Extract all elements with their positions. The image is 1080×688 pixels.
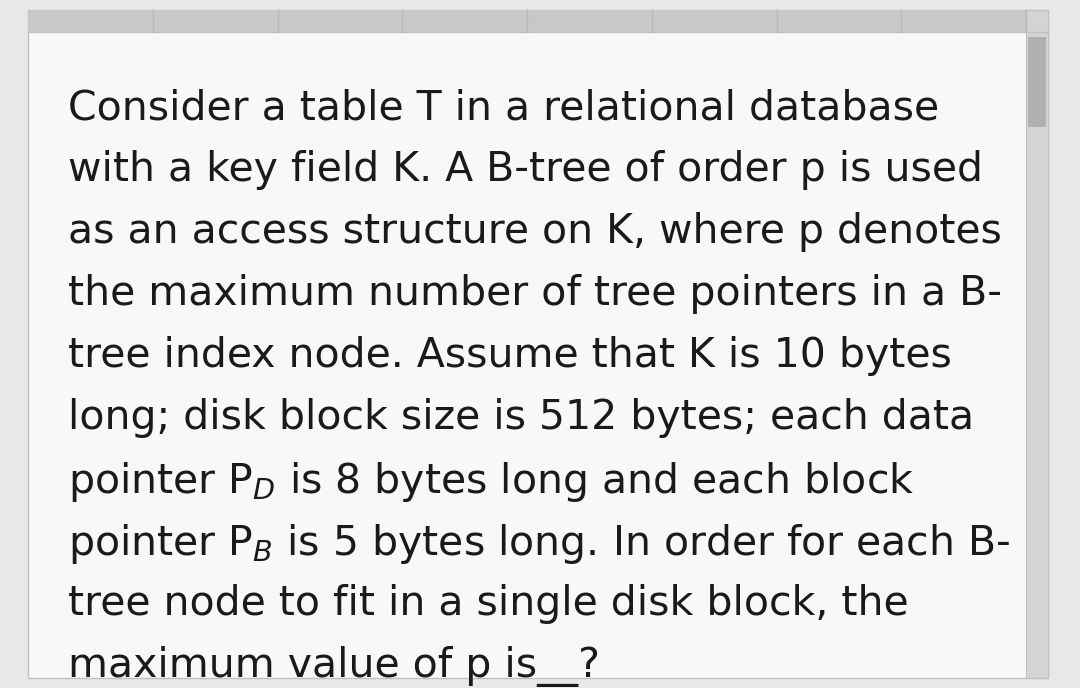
FancyBboxPatch shape — [28, 10, 1048, 678]
Text: pointer P$_{D}$ is 8 bytes long and each block: pointer P$_{D}$ is 8 bytes long and each… — [68, 460, 915, 504]
Text: the maximum number of tree pointers in a B-: the maximum number of tree pointers in a… — [68, 274, 1002, 314]
Bar — [1028, 37, 1047, 127]
Text: pointer P$_{B}$ is 5 bytes long. In order for each B-: pointer P$_{B}$ is 5 bytes long. In orde… — [68, 522, 1011, 566]
Text: long; disk block size is 512 bytes; each data: long; disk block size is 512 bytes; each… — [68, 398, 974, 438]
Text: with a key field K. A B-tree of order p is used: with a key field K. A B-tree of order p … — [68, 150, 983, 190]
Text: tree index node. Assume that K is 10 bytes: tree index node. Assume that K is 10 byt… — [68, 336, 951, 376]
Bar — [1026, 10, 1048, 678]
Text: tree node to fit in a single disk block, the: tree node to fit in a single disk block,… — [68, 584, 908, 624]
Bar — [28, 10, 1048, 32]
Text: as an access structure on K, where p denotes: as an access structure on K, where p den… — [68, 212, 1002, 252]
Text: maximum value of p is__?: maximum value of p is__? — [68, 646, 600, 687]
Text: Consider a table T in a relational database: Consider a table T in a relational datab… — [68, 88, 940, 128]
